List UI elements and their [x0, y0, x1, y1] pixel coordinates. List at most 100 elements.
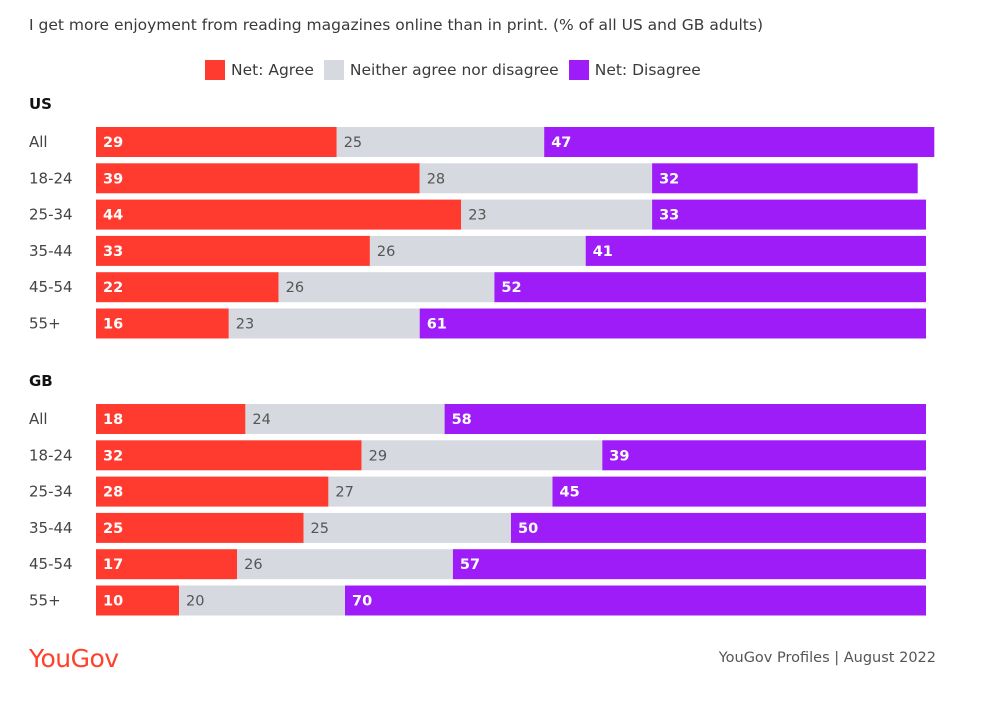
bar-segment-neither	[419, 163, 653, 194]
bar-segment-neither	[179, 585, 345, 616]
category-label: 25-34	[29, 483, 73, 501]
category-label: All	[29, 133, 48, 151]
data-label-disagree: 41	[593, 244, 613, 260]
bar-segment-agree	[96, 476, 329, 507]
chart-title: I get more enjoyment from reading magazi…	[29, 16, 764, 34]
category-label: All	[29, 410, 48, 428]
bar-segment-disagree	[452, 549, 926, 580]
legend-item-agree: Net: Agree	[205, 60, 314, 80]
legend-label-neither: Neither agree nor disagree	[349, 61, 559, 79]
bar-segment-disagree	[544, 127, 935, 157]
category-label: 35-44	[29, 519, 73, 537]
data-label-neither: 24	[252, 412, 270, 428]
yougov-logo: YouGov	[29, 644, 119, 673]
bar-segment-disagree	[652, 199, 926, 230]
bar-segment-neither	[461, 199, 653, 230]
data-label-neither: 29	[369, 448, 387, 464]
data-label-agree: 16	[103, 317, 123, 333]
data-label-disagree: 58	[452, 412, 472, 428]
bar-segment-agree	[96, 308, 229, 339]
data-label-neither: 23	[468, 208, 486, 224]
bar-segment-neither	[278, 272, 495, 303]
bar-segment-neither	[228, 308, 420, 339]
data-label-neither: 26	[244, 557, 262, 573]
bar-segment-disagree	[552, 476, 926, 507]
data-label-agree: 28	[103, 485, 123, 501]
bar-segment-disagree	[511, 512, 926, 543]
category-label: 55+	[29, 592, 61, 610]
data-label-disagree: 57	[460, 557, 480, 573]
bar-segment-disagree	[345, 585, 926, 616]
data-label-disagree: 50	[518, 521, 538, 537]
bar-segment-disagree	[585, 235, 926, 266]
data-label-agree: 10	[103, 594, 123, 610]
data-label-disagree: 32	[659, 171, 679, 187]
bar-segment-agree	[96, 199, 462, 230]
bar-segment-agree	[96, 163, 420, 194]
data-label-neither: 23	[236, 317, 254, 333]
bar-segment-neither	[369, 235, 586, 266]
bar-segment-neither	[245, 404, 445, 434]
legend-swatch-neither	[323, 60, 344, 80]
bar-segment-neither	[336, 127, 545, 157]
data-label-neither: 25	[344, 135, 362, 151]
bar-segment-disagree	[494, 272, 926, 303]
data-label-disagree: 70	[352, 594, 372, 610]
data-label-neither: 28	[427, 171, 445, 187]
legend-swatch-agree	[205, 60, 225, 80]
category-label: 45-54	[29, 278, 73, 296]
bar-segment-disagree	[652, 163, 918, 194]
bar-segment-disagree	[419, 308, 926, 339]
data-label-neither: 25	[311, 521, 329, 537]
legend-swatch-disagree	[568, 60, 589, 80]
group-header-us: US	[29, 95, 52, 113]
bar-segment-neither	[303, 512, 511, 543]
legend-label-agree: Net: Agree	[231, 61, 314, 79]
category-label: 45-54	[29, 555, 73, 573]
data-label-agree: 33	[103, 244, 123, 260]
data-label-disagree: 52	[501, 280, 521, 296]
data-label-agree: 32	[103, 448, 123, 464]
category-label: 25-34	[29, 206, 73, 224]
data-label-neither: 20	[186, 594, 204, 610]
data-label-agree: 29	[103, 135, 123, 151]
legend-label-disagree: Net: Disagree	[594, 61, 701, 79]
bar-segment-agree	[96, 404, 246, 434]
bar-segment-neither	[237, 549, 453, 580]
bar-segment-agree	[96, 440, 362, 471]
data-label-neither: 27	[335, 485, 353, 501]
data-label-agree: 44	[103, 208, 123, 224]
bar-segment-disagree	[444, 404, 926, 434]
data-label-agree: 39	[103, 171, 123, 187]
category-label: 55+	[29, 315, 61, 333]
bar-segment-neither	[328, 476, 553, 507]
bar-segment-agree	[96, 585, 179, 616]
data-label-disagree: 33	[659, 208, 679, 224]
bar-segment-agree	[96, 235, 370, 266]
group-header-gb: GB	[29, 372, 53, 390]
bar-segment-agree	[96, 512, 304, 543]
data-label-agree: 25	[103, 521, 123, 537]
category-label: 18-24	[29, 446, 73, 464]
data-label-agree: 22	[103, 280, 123, 296]
bar-segment-agree	[96, 549, 238, 580]
data-label-disagree: 47	[551, 135, 571, 151]
data-label-disagree: 45	[560, 485, 580, 501]
bar-segment-agree	[96, 127, 337, 157]
data-label-agree: 17	[103, 557, 123, 573]
category-label: 18-24	[29, 169, 73, 187]
category-label: 35-44	[29, 242, 73, 260]
bar-segment-neither	[361, 440, 603, 471]
data-label-disagree: 39	[609, 448, 629, 464]
data-label-neither: 26	[377, 244, 395, 260]
bar-segment-disagree	[602, 440, 926, 471]
stacked-bar-chart: US All 29 25 47 18-24 39 28 32 25-34 44 23 33 35-44 33…	[29, 95, 935, 616]
legend-item-neither: Neither agree nor disagree	[323, 60, 559, 80]
legend-item-disagree: Net: Disagree	[568, 60, 701, 80]
data-label-disagree: 61	[427, 317, 447, 333]
bar-segment-agree	[96, 272, 279, 303]
source-note: YouGov Profiles | August 2022	[718, 650, 936, 666]
chart-legend: Net: Agree Neither agree nor disagree Ne…	[205, 58, 711, 82]
data-label-neither: 26	[286, 280, 304, 296]
data-label-agree: 18	[103, 412, 123, 428]
